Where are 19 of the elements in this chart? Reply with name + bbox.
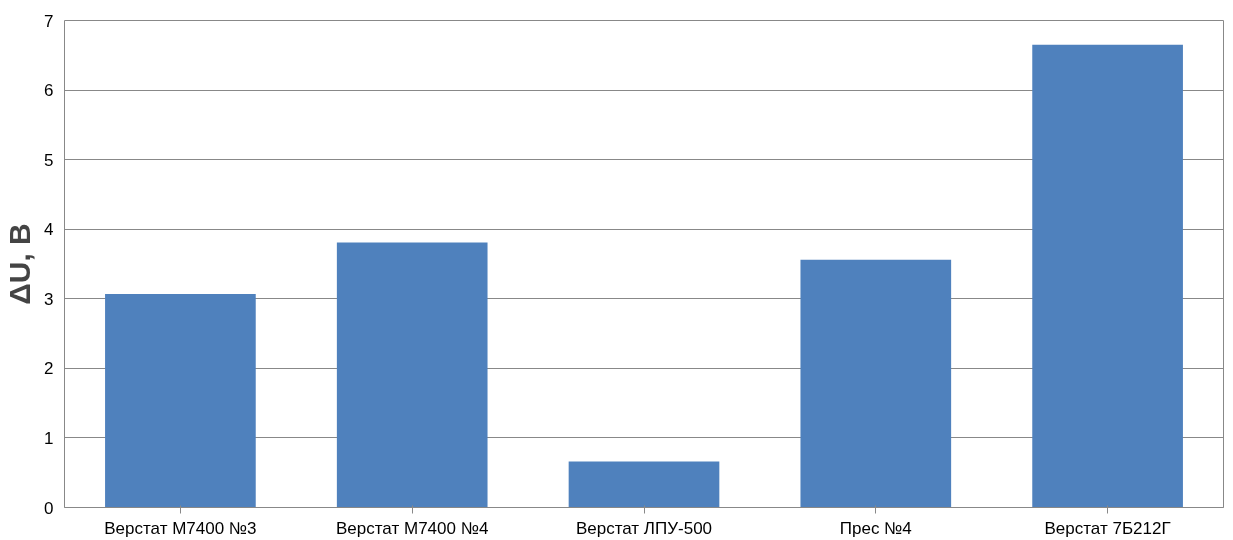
y-tick-label: 6 — [44, 81, 54, 101]
x-tick-label: Верстат М7400 №4 — [336, 518, 489, 538]
x-tick-label: Верстат М7400 №3 — [104, 518, 257, 538]
y-tick-label: 4 — [44, 220, 54, 240]
bar — [1032, 44, 1183, 508]
x-tick-label: Верстат ЛПУ-500 — [575, 518, 713, 538]
bar — [105, 293, 256, 508]
bar — [800, 259, 952, 508]
y-tick-label: 7 — [44, 11, 54, 31]
y-tick-label: 3 — [44, 289, 54, 309]
y-axis-title: ΔU, В — [3, 223, 37, 305]
y-tick-label: 5 — [44, 150, 54, 170]
bar — [336, 242, 488, 508]
x-tick-label: Верстат 7Б212Г — [1044, 518, 1171, 538]
x-tick-label: Прес №4 — [839, 518, 912, 538]
bar — [568, 461, 720, 508]
y-tick-label: 0 — [44, 498, 54, 518]
y-tick-label: 1 — [44, 428, 54, 448]
y-tick-label: 2 — [44, 359, 54, 379]
